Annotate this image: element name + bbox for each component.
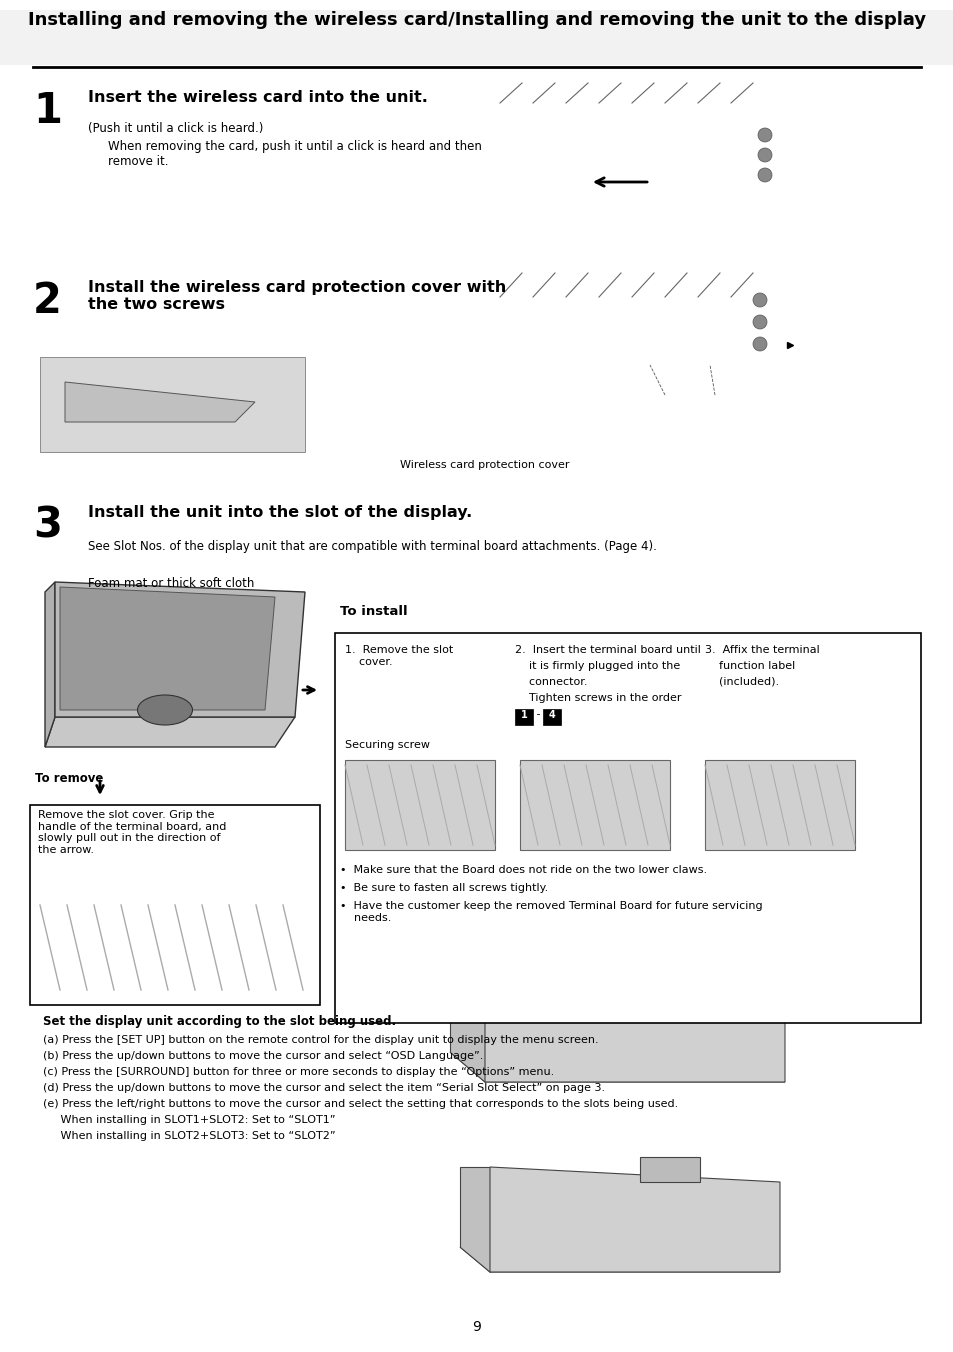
Text: 1: 1: [520, 710, 527, 721]
Polygon shape: [450, 1052, 784, 1082]
Text: (b) Press the up/down buttons to move the cursor and select “OSD Language”.: (b) Press the up/down buttons to move th…: [43, 1051, 483, 1061]
Text: To remove: To remove: [35, 772, 103, 786]
Text: 2.  Insert the terminal board until: 2. Insert the terminal board until: [515, 645, 700, 654]
Text: When installing in SLOT2+SLOT3: Set to “SLOT2”: When installing in SLOT2+SLOT3: Set to “…: [43, 1132, 335, 1141]
Circle shape: [752, 315, 766, 329]
Polygon shape: [65, 383, 254, 422]
Text: Remove the slot cover. Grip the
handle of the terminal board, and
slowly pull ou: Remove the slot cover. Grip the handle o…: [38, 810, 226, 854]
Circle shape: [752, 337, 766, 352]
Polygon shape: [40, 357, 305, 452]
Text: When removing the card, push it until a click is heard and then
remove it.: When removing the card, push it until a …: [108, 141, 481, 168]
Text: function label: function label: [704, 661, 795, 671]
Text: (a) Press the [SET UP] button on the remote control for the display unit to disp: (a) Press the [SET UP] button on the rem…: [43, 1036, 598, 1045]
Text: Wireless card protection cover: Wireless card protection cover: [399, 460, 569, 470]
Text: Install the unit into the slot of the display.: Install the unit into the slot of the di…: [88, 506, 472, 521]
Text: •  Make sure that the Board does not ride on the two lower claws.: • Make sure that the Board does not ride…: [339, 865, 706, 875]
Circle shape: [758, 128, 771, 142]
Bar: [542, 708, 560, 725]
Text: Tighten screws in the order: Tighten screws in the order: [515, 694, 680, 703]
Polygon shape: [45, 717, 294, 748]
Polygon shape: [45, 581, 55, 748]
Text: •  Have the customer keep the removed Terminal Board for future servicing
    ne: • Have the customer keep the removed Ter…: [339, 900, 761, 922]
Polygon shape: [484, 967, 784, 1082]
Ellipse shape: [137, 695, 193, 725]
Bar: [345, 760, 495, 850]
Polygon shape: [459, 1167, 490, 1272]
Text: Insert the wireless card into the unit.: Insert the wireless card into the unit.: [88, 91, 428, 105]
Text: 1: 1: [33, 91, 62, 132]
Polygon shape: [55, 581, 305, 717]
Text: Set the display unit according to the slot being used.: Set the display unit according to the sl…: [43, 1015, 395, 1028]
Bar: [335, 633, 920, 1023]
Polygon shape: [60, 587, 274, 710]
Bar: [515, 708, 533, 725]
Text: (Push it until a click is heard.): (Push it until a click is heard.): [88, 122, 263, 135]
Text: (included).: (included).: [704, 677, 779, 687]
Text: Foam mat or thick soft cloth: Foam mat or thick soft cloth: [88, 577, 254, 589]
Polygon shape: [459, 1247, 780, 1272]
Text: connector.: connector.: [515, 677, 587, 687]
Text: Securing screw: Securing screw: [345, 740, 430, 750]
Circle shape: [758, 147, 771, 162]
Text: To install: To install: [339, 604, 407, 618]
Text: (d) Press the up/down buttons to move the cursor and select the item “Serial Slo: (d) Press the up/down buttons to move th…: [43, 1083, 604, 1092]
Text: (e) Press the left/right buttons to move the cursor and select the setting that : (e) Press the left/right buttons to move…: [43, 1099, 678, 1109]
Bar: [519, 760, 669, 850]
Text: When installing in SLOT1+SLOT2: Set to “SLOT1”: When installing in SLOT1+SLOT2: Set to “…: [43, 1115, 335, 1125]
Polygon shape: [639, 1157, 700, 1182]
Bar: [0, 9, 953, 65]
Text: 3.  Affix the terminal: 3. Affix the terminal: [704, 645, 819, 654]
Text: 1.  Remove the slot
    cover.: 1. Remove the slot cover.: [345, 645, 453, 667]
Bar: [30, 804, 319, 1005]
Text: (c) Press the [SURROUND] button for three or more seconds to display the “Option: (c) Press the [SURROUND] button for thre…: [43, 1067, 554, 1078]
Polygon shape: [450, 967, 484, 1082]
Text: it is firmly plugged into the: it is firmly plugged into the: [515, 661, 679, 671]
Text: •  Be sure to fasten all screws tightly.: • Be sure to fasten all screws tightly.: [339, 883, 548, 894]
Polygon shape: [490, 1167, 780, 1272]
Text: Install the wireless card protection cover with
the two screws: Install the wireless card protection cov…: [88, 280, 506, 312]
Circle shape: [752, 293, 766, 307]
Text: 2: 2: [33, 280, 62, 322]
Polygon shape: [644, 913, 729, 957]
Text: -: -: [533, 708, 543, 719]
Bar: [704, 760, 854, 850]
Text: 9: 9: [472, 1320, 481, 1334]
Text: 3: 3: [33, 506, 62, 548]
Text: 4: 4: [548, 710, 555, 721]
Text: Installing and removing the wireless card/Installing and removing the unit to th: Installing and removing the wireless car…: [28, 11, 925, 28]
Text: See Slot Nos. of the display unit that are compatible with terminal board attach: See Slot Nos. of the display unit that a…: [88, 539, 657, 553]
Circle shape: [758, 168, 771, 183]
